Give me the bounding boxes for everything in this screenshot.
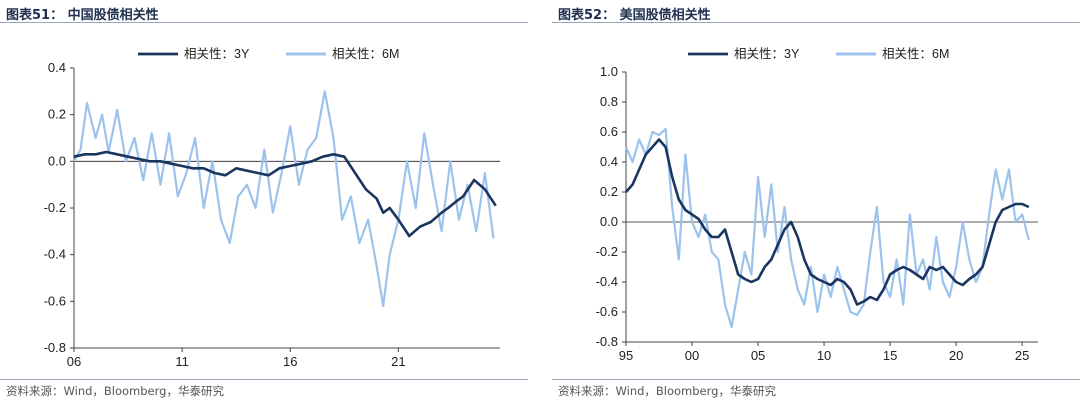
x-tick-label: 00 <box>685 348 699 363</box>
source-note: 资料来源：Wind，Bloomberg，华泰研究 <box>6 384 224 398</box>
y-tick-label: 0.0 <box>48 153 66 168</box>
footer-rule <box>552 379 1080 380</box>
chart-panel-us: 图表52： 美国股债相关性 相关性：3Y 相关性：6M -0.8 -0.6 -0.4 -0… <box>552 0 1080 403</box>
x-tick-label: 06 <box>67 354 81 369</box>
chart-title: 图表51： 中国股债相关性 <box>6 8 159 23</box>
legend-item: 相关性：6M <box>836 47 949 61</box>
y-tick-label: 0.8 <box>600 94 618 109</box>
series-6m-line <box>73 90 495 308</box>
legend-item: 相关性：6M <box>286 47 399 61</box>
y-tick-label: -0.2 <box>44 200 66 215</box>
title-rule <box>552 22 1080 23</box>
x-tick-label: 05 <box>751 348 765 363</box>
legend: 相关性：3Y 相关性：6M <box>688 47 949 61</box>
y-tick-label: -0.6 <box>596 304 618 319</box>
chart-us-stock-bond-correlation: 相关性：3Y 相关性：6M -0.8 -0.6 -0.4 -0.2 0.0 0.2 0.4 0.6… <box>596 47 1038 363</box>
x-tick-label: 11 <box>175 354 189 369</box>
series-3y-line <box>73 150 497 238</box>
legend-label: 相关性：3Y <box>184 47 250 61</box>
chart-china-stock-bond-correlation: 相关性：3Y 相关性：6M -0.8 -0.6 -0.4 -0.2 0.0 0.2 0.4 06 1… <box>44 47 500 369</box>
y-tick-label: 0.4 <box>600 154 618 169</box>
y-tick-label: -0.8 <box>596 334 618 349</box>
x-tick-label: 10 <box>817 348 831 363</box>
x-tick-label: 15 <box>883 348 897 363</box>
legend-label: 相关性：6M <box>882 47 949 61</box>
legend-item: 相关性：3Y <box>688 47 800 61</box>
x-tick-label: 16 <box>283 354 297 369</box>
legend-label: 相关性：6M <box>332 47 399 61</box>
legend-label: 相关性：3Y <box>734 47 800 61</box>
title-rule <box>0 22 528 23</box>
y-tick-label: -0.4 <box>44 247 66 262</box>
y-tick-label: 0.2 <box>48 107 66 122</box>
footer-rule <box>0 379 528 380</box>
y-tick-label: 0.4 <box>48 60 66 75</box>
y-tick-label: 0.2 <box>600 184 618 199</box>
x-tick-label: 21 <box>391 354 405 369</box>
y-tick-label: 0.6 <box>600 124 618 139</box>
x-tick-label: 95 <box>619 348 633 363</box>
series-3y-line <box>625 138 1030 306</box>
y-tick-label: -0.4 <box>596 274 618 289</box>
chart-panel-china: 图表51： 中国股债相关性 相关性：3Y 相关性：6M -0.8 -0.6 -0.4 -0… <box>0 0 528 403</box>
x-tick-label: 25 <box>1015 348 1029 363</box>
legend: 相关性：3Y 相关性：6M <box>138 47 399 61</box>
y-tick-label: -0.8 <box>44 340 66 355</box>
legend-item: 相关性：3Y <box>138 47 250 61</box>
y-tick-label: 0.0 <box>600 214 618 229</box>
source-note: 资料来源：Wind，Bloomberg，华泰研究 <box>558 384 776 398</box>
y-tick-label: -0.6 <box>44 293 66 308</box>
series-6m-line <box>624 127 1030 329</box>
y-tick-label: -0.2 <box>596 244 618 259</box>
x-tick-label: 20 <box>949 348 963 363</box>
chart-title: 图表52： 美国股债相关性 <box>558 8 711 23</box>
y-tick-label: 1.0 <box>600 64 618 79</box>
